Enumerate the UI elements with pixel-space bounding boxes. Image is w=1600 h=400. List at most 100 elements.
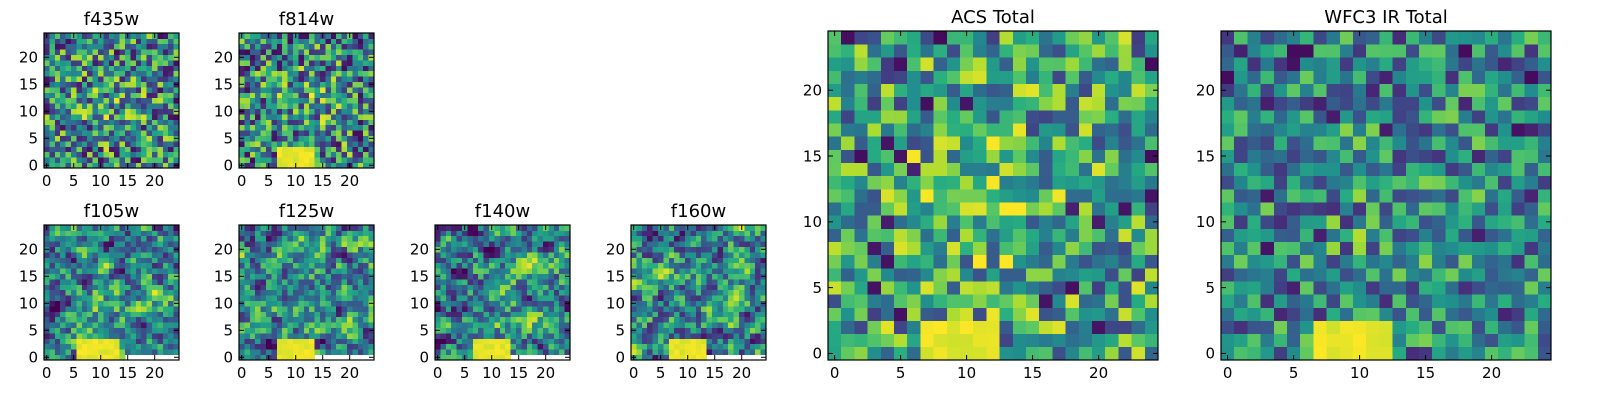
heatmap-cell	[1092, 123, 1106, 137]
heatmap-cell	[314, 284, 321, 291]
heatmap-cell	[44, 262, 50, 269]
heatmap-cell	[445, 230, 452, 237]
heatmap-cell	[98, 60, 104, 66]
heatmap-cell	[168, 268, 174, 274]
heatmap-cell	[1458, 188, 1473, 203]
heatmap-cell	[44, 252, 50, 258]
heatmap-cell	[54, 43, 61, 50]
heatmap-cell	[1471, 254, 1486, 269]
heatmap-cell	[65, 257, 72, 264]
heatmap-cell	[867, 267, 882, 282]
heatmap-cell	[679, 252, 686, 258]
heatmap-cell	[663, 279, 670, 285]
heatmap-cell	[537, 257, 544, 264]
heatmap-cell	[347, 146, 353, 153]
heatmap-cell	[141, 333, 147, 339]
heatmap-cell	[81, 279, 88, 285]
heatmap-cell	[298, 279, 305, 285]
heatmap-cell	[1300, 188, 1314, 203]
heatmap-cell	[537, 338, 544, 345]
heatmap-cell	[1026, 281, 1040, 295]
heatmap-cell	[960, 215, 974, 229]
heatmap-cell	[87, 322, 93, 328]
heatmap-cell	[330, 103, 337, 109]
x-tick-label: 5	[896, 364, 906, 382]
heatmap-cell	[330, 338, 337, 345]
heatmap-cell	[162, 327, 169, 334]
heatmap-cell	[260, 338, 267, 345]
heatmap-cell	[521, 262, 528, 269]
heatmap-cell	[739, 241, 745, 247]
heatmap-cell	[352, 343, 359, 350]
heatmap-cell	[749, 311, 756, 318]
heatmap-cell	[114, 230, 120, 237]
heatmap-cell	[841, 175, 855, 190]
heatmap-cell	[760, 230, 767, 237]
heatmap-cell	[368, 141, 375, 147]
heatmap-cell	[537, 327, 544, 334]
heatmap-cell	[336, 92, 342, 99]
heatmap-cell	[467, 306, 474, 312]
heatmap-cell	[894, 333, 908, 348]
heatmap-cell	[81, 43, 88, 50]
heatmap-cell	[933, 136, 948, 150]
heatmap-cell	[152, 38, 158, 45]
heatmap-cell	[1052, 175, 1066, 190]
heatmap-cell	[505, 252, 511, 258]
heatmap-cell	[325, 87, 332, 93]
heatmap-cell	[341, 108, 348, 115]
heatmap-cell	[314, 76, 321, 82]
heatmap-cell	[125, 279, 131, 285]
heatmap-cell	[553, 306, 560, 312]
heatmap-cell	[173, 130, 180, 136]
heatmap-cell	[368, 70, 375, 77]
heatmap-cell	[71, 311, 77, 318]
heatmap-cell	[685, 241, 691, 247]
heatmap-cell	[103, 284, 110, 291]
heatmap-cell	[119, 81, 126, 88]
heatmap-cell	[435, 262, 441, 269]
heatmap-cell	[1537, 136, 1552, 150]
heatmap-cell	[1339, 281, 1354, 295]
heatmap-cell	[255, 306, 261, 312]
heatmap-cell	[330, 130, 337, 136]
heatmap-cell	[1092, 267, 1106, 282]
heatmap-cell	[162, 343, 169, 350]
heatmap-cell	[701, 327, 707, 334]
heatmap-cell	[456, 343, 463, 350]
heatmap-cell	[293, 157, 299, 163]
heatmap-cell	[60, 81, 66, 88]
heatmap-cell	[1445, 136, 1459, 150]
heatmap-cell	[60, 289, 66, 296]
heatmap-cell	[271, 349, 278, 355]
heatmap-cell	[44, 349, 50, 355]
heatmap-cell	[266, 81, 272, 88]
heatmap-cell	[49, 70, 56, 77]
heatmap-cell	[445, 316, 452, 323]
heatmap-cell	[516, 333, 522, 339]
heatmap-cell	[445, 284, 452, 291]
heatmap-cell	[298, 92, 305, 99]
heatmap-cell	[755, 268, 761, 274]
heatmap-cell	[674, 322, 680, 328]
heatmap-cell	[841, 333, 855, 348]
heatmap-cell	[298, 333, 305, 339]
heatmap-cell	[168, 300, 174, 307]
heatmap-cell	[119, 343, 126, 350]
heatmap-cell	[1419, 346, 1433, 361]
heatmap-cell	[141, 130, 147, 136]
heatmap-cell	[647, 289, 653, 296]
heatmap-cell	[60, 70, 66, 77]
heatmap-cell	[467, 327, 474, 334]
heatmap-cell	[445, 262, 452, 269]
heatmap-cell	[1313, 149, 1327, 163]
heatmap-cell	[336, 141, 342, 147]
heatmap-cell	[135, 230, 142, 237]
heatmap-cell	[76, 103, 83, 109]
heatmap-cell	[1039, 83, 1053, 98]
heatmap-cell	[1458, 215, 1473, 229]
heatmap-cell	[152, 338, 158, 345]
heatmap-cell	[894, 307, 908, 321]
heatmap-cell	[303, 54, 310, 61]
heatmap-cell	[87, 76, 93, 82]
